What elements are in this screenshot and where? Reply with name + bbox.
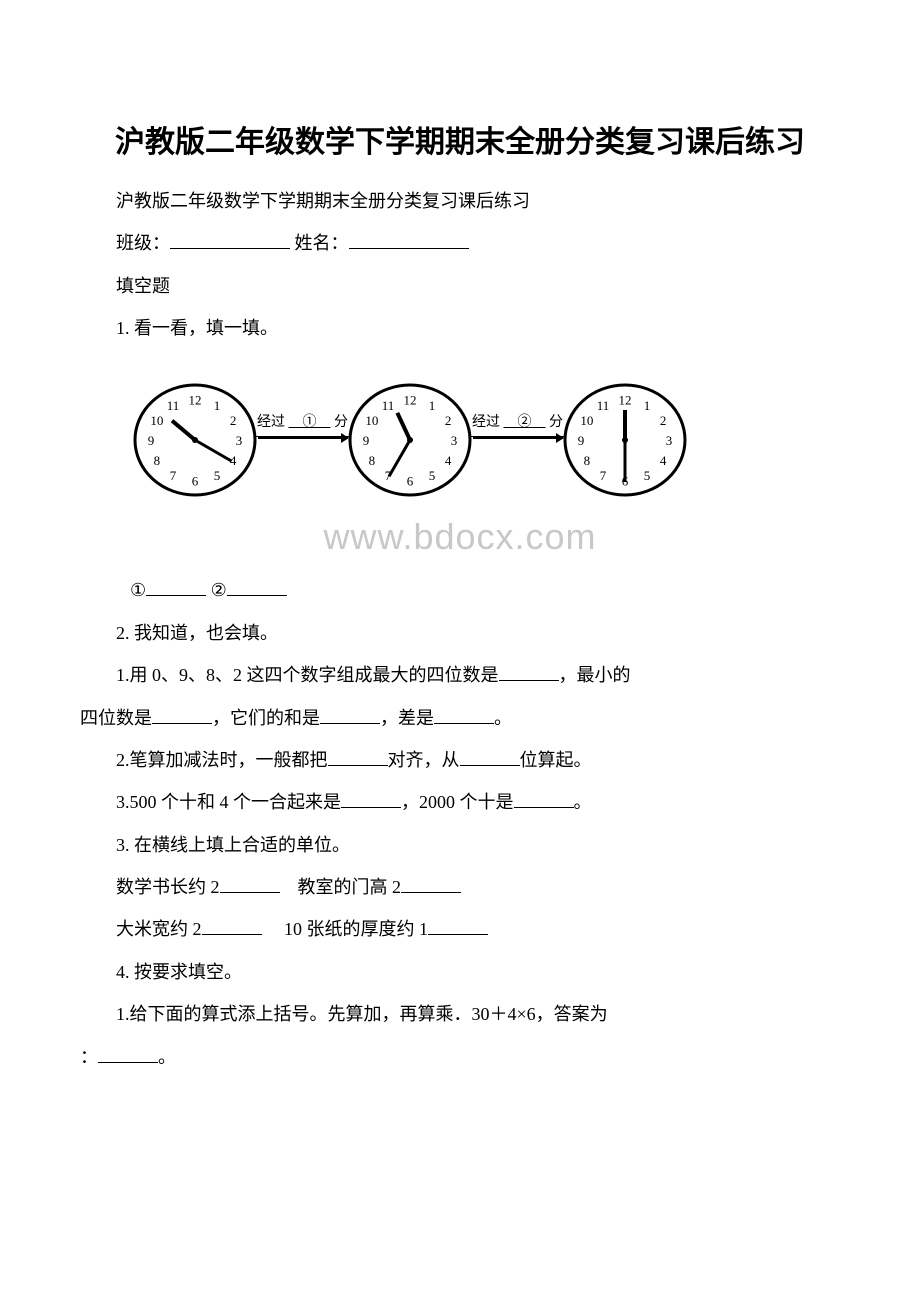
section-fill-label: 填空题 [80, 270, 840, 302]
svg-text:7: 7 [170, 468, 177, 483]
svg-text:5: 5 [214, 468, 221, 483]
svg-text:12: 12 [404, 392, 417, 407]
clock-1: 121234567891011 [130, 375, 260, 505]
subtitle: 沪教版二年级数学下学期期末全册分类复习课后练习 [80, 185, 840, 217]
svg-text:9: 9 [148, 433, 155, 448]
q1-label: 1. 看一看，填一填。 [80, 312, 840, 344]
svg-text:12: 12 [189, 392, 202, 407]
q3-label: 3. 在横线上填上合适的单位。 [80, 829, 840, 861]
q3-line1: 数学书长约 2 教室的门高 2 [80, 871, 840, 903]
clock-2: 121234567891011 [345, 375, 475, 505]
name-label: 姓名： [295, 233, 349, 253]
class-blank [170, 228, 290, 250]
arrow1-suffix: 分 [334, 415, 348, 430]
svg-text:8: 8 [369, 453, 376, 468]
q2-sub1: 1.用 0、9、8、2 这四个数字组成最大的四位数是，最小的 [80, 659, 840, 691]
svg-text:6: 6 [407, 473, 414, 488]
answer-blank-1 [146, 575, 206, 597]
q2-sub2: 2.笔算加减法时，一般都把对齐，从位算起。 [80, 744, 840, 776]
svg-text:4: 4 [660, 453, 667, 468]
clock-diagram: 121234567891011 经过 ① 分 121234567891011 经… [130, 375, 840, 505]
svg-text:10: 10 [365, 412, 378, 427]
svg-text:2: 2 [445, 412, 452, 427]
form-line: 班级： 姓名： [80, 227, 840, 259]
answer-circled-2: ② [211, 574, 227, 606]
svg-text:8: 8 [154, 453, 161, 468]
q4-label: 4. 按要求填空。 [80, 956, 840, 988]
svg-text:5: 5 [644, 468, 651, 483]
svg-text:3: 3 [666, 433, 673, 448]
answer-blank-2 [227, 575, 287, 597]
arrow2-suffix: 分 [549, 415, 563, 430]
name-blank [349, 228, 469, 250]
arrow2-prefix: 经过 [472, 415, 500, 430]
watermark: www.bdocx.com [80, 505, 840, 570]
svg-text:12: 12 [619, 392, 632, 407]
arrow-1: 经过 ① 分 [255, 410, 350, 438]
q2-sub3: 3.500 个十和 4 个一合起来是，2000 个十是。 [80, 786, 840, 818]
svg-text:3: 3 [236, 433, 243, 448]
svg-text:1: 1 [214, 398, 221, 413]
answer-circled-1: ① [130, 574, 146, 606]
svg-text:8: 8 [584, 453, 591, 468]
arrow1-circled: ① [289, 415, 331, 430]
svg-text:9: 9 [363, 433, 370, 448]
svg-text:11: 11 [597, 398, 610, 413]
svg-text:2: 2 [230, 412, 237, 427]
svg-text:6: 6 [192, 473, 199, 488]
svg-text:9: 9 [578, 433, 585, 448]
svg-text:5: 5 [429, 468, 436, 483]
svg-text:1: 1 [644, 398, 651, 413]
svg-text:2: 2 [660, 412, 667, 427]
svg-text:4: 4 [445, 453, 452, 468]
svg-text:10: 10 [150, 412, 163, 427]
q4-sub1: 1.给下面的算式添上括号。先算加，再算乘．30＋4×6，答案为 [80, 998, 840, 1030]
arrow2-circled: ② [504, 415, 546, 430]
q2-label: 2. 我知道，也会填。 [80, 617, 840, 649]
svg-text:11: 11 [167, 398, 180, 413]
svg-text:1: 1 [429, 398, 436, 413]
svg-text:11: 11 [382, 398, 395, 413]
arrow1-prefix: 经过 [257, 415, 285, 430]
svg-text:10: 10 [580, 412, 593, 427]
q3-line2: 大米宽约 2 10 张纸的厚度约 1 [80, 913, 840, 945]
svg-text:7: 7 [600, 468, 607, 483]
q4-sub1-line2: ：。 [80, 1041, 840, 1073]
class-label: 班级： [116, 233, 170, 253]
page-title: 沪教版二年级数学下学期期末全册分类复习课后练习 [80, 120, 840, 165]
arrow-2: 经过 ② 分 [470, 410, 565, 438]
clock-3: 121234567891011 [560, 375, 690, 505]
svg-text:3: 3 [451, 433, 458, 448]
q2-sub1-line2: 四位数是，它们的和是，差是。 [80, 702, 840, 734]
q1-answer-line: ① ② [130, 574, 840, 606]
